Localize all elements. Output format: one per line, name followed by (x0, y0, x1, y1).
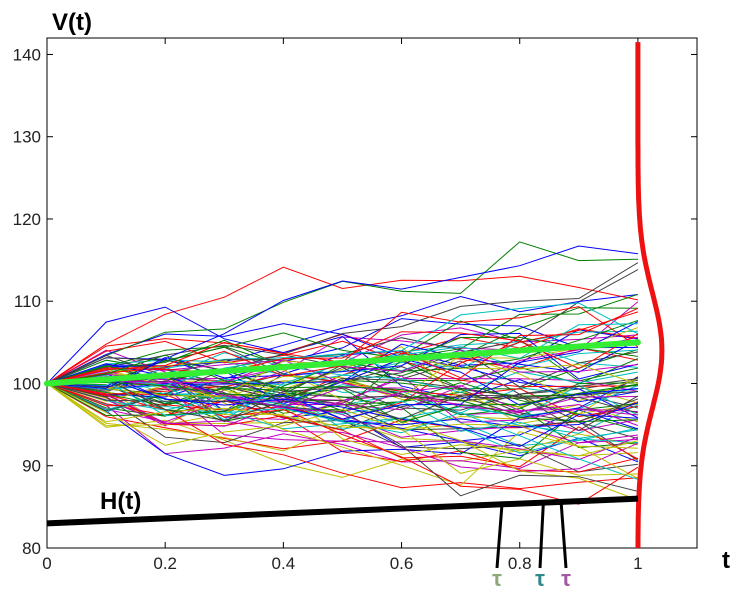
sample-path (46, 383, 639, 497)
y-tick-label: 110 (14, 292, 41, 311)
y-tick-label: 120 (13, 210, 41, 229)
hitting-time-marker (495, 504, 504, 569)
sample-path (46, 383, 639, 468)
x-tick-label: 0.8 (508, 554, 532, 573)
hitting-time-label: τ (535, 566, 545, 588)
sample-path (46, 383, 638, 476)
sample-path (46, 321, 639, 420)
sample-path (46, 383, 639, 418)
x-tick-label: 0.6 (390, 554, 414, 573)
y-tick-label: 140 (13, 45, 41, 64)
sample-path (46, 266, 639, 384)
sample-path (46, 383, 638, 470)
sample-path (46, 340, 638, 388)
sample-path (46, 354, 638, 423)
hitting-time-marker (538, 502, 545, 569)
axes-layer: 0 0.2 0.4 0.6 0.8 1 80 90 100 110 120 130 140 (13, 37, 698, 573)
plot-frame (46, 37, 698, 549)
sample-path (46, 383, 638, 449)
y-tick-label: 90 (22, 457, 41, 476)
expected-path-line (44, 339, 641, 387)
sample-path (46, 349, 638, 384)
sample-path (46, 377, 638, 448)
y-tick-label: 80 (22, 539, 41, 558)
x-axis-title: t (722, 547, 730, 574)
sample-path (46, 383, 639, 473)
sample-path (46, 383, 639, 505)
y-axis-title: V(t) (52, 9, 92, 36)
y-tick-label: 100 (13, 374, 41, 393)
sample-path (46, 358, 638, 406)
sample-path (46, 245, 638, 389)
barrier-label: H(t) (100, 488, 141, 515)
sample-path (46, 383, 638, 490)
sample-path (46, 383, 639, 430)
x-tick-label: 0.4 (272, 554, 296, 573)
terminal-density-curve (635, 42, 665, 548)
sample-path (46, 318, 638, 398)
hitting-time-marker (559, 501, 568, 569)
sample-path (46, 383, 638, 478)
sample-path (46, 302, 639, 386)
hitting-time-label: τ (561, 566, 571, 588)
sample-path (46, 381, 638, 423)
y-tick-label: 130 (13, 128, 41, 147)
sample-path (46, 336, 639, 427)
sample-path (46, 306, 638, 403)
sample-path (46, 380, 639, 480)
sample-path (46, 383, 638, 460)
x-tick-label: 0.2 (153, 554, 177, 573)
sample-path (46, 378, 639, 431)
hitting-time-label: τ (492, 566, 502, 588)
sample-path (46, 323, 639, 419)
sample-path (46, 383, 638, 439)
x-tick-label: 1 (633, 554, 642, 573)
sample-path (46, 262, 639, 384)
sample-path (46, 376, 639, 476)
sample-paths-layer (46, 241, 639, 505)
x-tick-label: 0 (42, 554, 51, 573)
sample-path (46, 375, 638, 423)
barrier-line (46, 495, 639, 527)
